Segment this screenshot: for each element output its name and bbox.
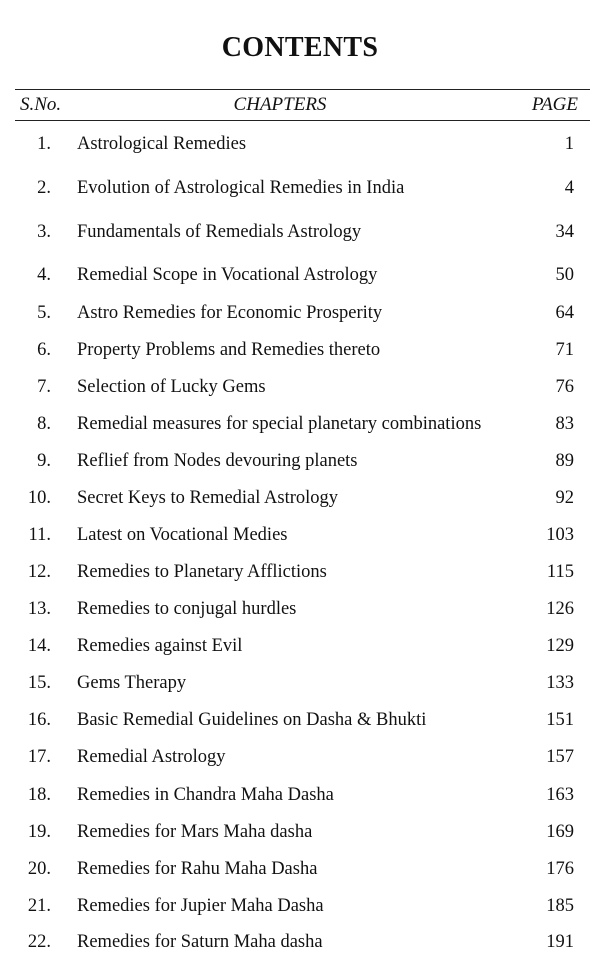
chapter-title: Remedial Astrology	[77, 747, 226, 767]
page-number: 50	[555, 265, 575, 285]
contents-row: 8. Remedial measures for special planetar…	[0, 414, 600, 438]
contents-row: 13. Remedies to conjugal hurdles 126	[0, 599, 600, 623]
page-number: 151	[546, 710, 574, 730]
contents-row: 3. Fundamentals of Remedials Astrology 34	[0, 222, 600, 246]
chapter-number: 16.	[27, 710, 51, 730]
contents-row: 21. Remedies for Jupier Maha Dasha 185	[0, 896, 600, 920]
chapter-number: 14.	[27, 636, 51, 656]
contents-row: 15. Gems Therapy 133	[0, 673, 600, 697]
chapter-title: Reflief from Nodes devouring planets	[77, 451, 358, 471]
page-number: 176	[546, 859, 574, 879]
chapter-title: Gems Therapy	[77, 673, 187, 693]
page-number: 4	[564, 178, 574, 198]
chapter-number: 2.	[37, 178, 51, 198]
header-top-rule	[15, 89, 590, 90]
page-number: 126	[546, 599, 574, 619]
chapter-number: 10.	[27, 488, 51, 508]
contents-row: 12. Remedies to Planetary Afflictions 115	[0, 562, 600, 586]
page-number: 103	[546, 525, 574, 545]
chapter-title: Remedies for Saturn Maha dasha	[77, 932, 323, 952]
contents-row: 4. Remedial Scope in Vocational Astrology…	[0, 265, 600, 289]
contents-row: 5. Astro Remedies for Economic Prosperity…	[0, 303, 600, 327]
chapter-title: Property Problems and Remedies thereto	[77, 340, 381, 360]
chapter-number: 15.	[27, 673, 51, 693]
page-number: 191	[546, 932, 574, 952]
page-number: 34	[555, 222, 575, 242]
header-chapters: CHAPTERS	[233, 94, 327, 115]
chapter-number: 20.	[27, 859, 51, 879]
header-bottom-rule	[15, 120, 590, 121]
chapter-number: 22.	[27, 932, 51, 952]
chapter-number: 12.	[27, 562, 51, 582]
chapter-title: Remedies for Mars Maha dasha	[77, 822, 313, 842]
page-number: 92	[555, 488, 575, 508]
contents-row: 19. Remedies for Mars Maha dasha 169	[0, 822, 600, 846]
chapter-number: 17.	[27, 747, 51, 767]
page-number: 185	[546, 896, 574, 916]
page-number: 115	[546, 562, 574, 582]
page-number: 76	[555, 377, 575, 397]
chapter-title: Astro Remedies for Economic Prosperity	[77, 303, 383, 323]
contents-row: 18. Remedies in Chandra Maha Dasha 163	[0, 785, 600, 809]
chapter-title: Remedies to conjugal hurdles	[77, 599, 297, 619]
chapter-number: 19.	[27, 822, 51, 842]
contents-row: 7. Selection of Lucky Gems 76	[0, 377, 600, 401]
chapter-number: 6.	[37, 340, 51, 360]
page-number: 129	[546, 636, 574, 656]
contents-row: 2. Evolution of Astrological Remedies in …	[0, 178, 600, 202]
page-number: 64	[555, 303, 575, 323]
contents-row: 20. Remedies for Rahu Maha Dasha 176	[0, 859, 600, 883]
chapter-number: 1.	[37, 134, 51, 154]
chapter-title: Secret Keys to Remedial Astrology	[77, 488, 339, 508]
page-number: 71	[555, 340, 575, 360]
page-number: 89	[555, 451, 575, 471]
page-title: CONTENTS	[221, 32, 379, 63]
chapter-number: 5.	[37, 303, 51, 323]
contents-row: 22. Remedies for Saturn Maha dasha 191	[0, 932, 600, 956]
page-number: 157	[546, 747, 574, 767]
chapter-number: 7.	[37, 377, 51, 397]
page-number: 1	[564, 134, 574, 154]
page-number: 83	[555, 414, 575, 434]
chapter-title: Remedial measures for special planetary …	[77, 414, 482, 434]
chapter-number: 8.	[37, 414, 51, 434]
chapter-title: Fundamentals of Remedials Astrology	[77, 222, 362, 242]
chapter-number: 21.	[27, 896, 51, 916]
chapter-title: Remedies to Planetary Afflictions	[77, 562, 327, 582]
contents-row: 10. Secret Keys to Remedial Astrology 92	[0, 488, 600, 512]
chapter-title: Remedies against Evil	[77, 636, 243, 656]
chapter-number: 9.	[37, 451, 51, 471]
chapter-number: 11.	[28, 525, 51, 545]
chapter-title: Remedies for Jupier Maha Dasha	[77, 896, 324, 916]
contents-row: 14. Remedies against Evil 129	[0, 636, 600, 660]
chapter-title: Latest on Vocational Medies	[77, 525, 288, 545]
chapter-title: Basic Remedial Guidelines on Dasha & Bhu…	[77, 710, 427, 730]
contents-row: 1. Astrological Remedies 1	[0, 134, 600, 158]
chapter-title: Remedies in Chandra Maha Dasha	[77, 785, 334, 805]
chapter-title: Selection of Lucky Gems	[77, 377, 266, 397]
chapter-number: 18.	[27, 785, 51, 805]
page-number: 163	[546, 785, 574, 805]
contents-row: 11. Latest on Vocational Medies 103	[0, 525, 600, 549]
chapter-number: 13.	[27, 599, 51, 619]
page-number: 133	[546, 673, 574, 693]
contents-row: 9. Reflief from Nodes devouring planets 89	[0, 451, 600, 475]
contents-row: 17. Remedial Astrology 157	[0, 747, 600, 771]
contents-row: 6. Property Problems and Remedies thereto…	[0, 340, 600, 364]
contents-row: 16. Basic Remedial Guidelines on Dasha & …	[0, 710, 600, 734]
page-number: 169	[546, 822, 574, 842]
chapter-title: Remedial Scope in Vocational Astrology	[77, 265, 378, 285]
chapter-title: Remedies for Rahu Maha Dasha	[77, 859, 318, 879]
header-page: PAGE	[531, 94, 578, 115]
chapter-number: 4.	[37, 265, 51, 285]
chapter-title: Astrological Remedies	[77, 134, 247, 154]
chapter-number: 3.	[37, 222, 51, 242]
header-sno: S.No.	[20, 94, 62, 115]
chapter-title: Evolution of Astrological Remedies in In…	[77, 178, 405, 198]
